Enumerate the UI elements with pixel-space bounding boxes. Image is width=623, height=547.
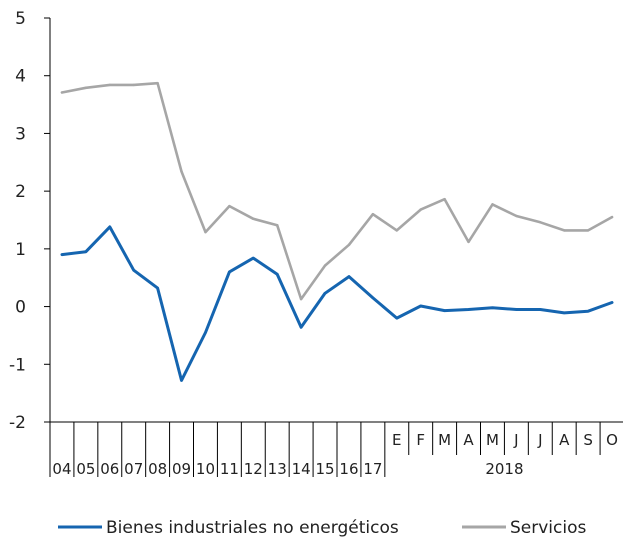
- x-tick-label: 08: [148, 460, 167, 478]
- data-point: [539, 221, 542, 224]
- data-point: [180, 170, 183, 173]
- data-point: [323, 264, 327, 267]
- data-point: [299, 297, 303, 301]
- y-tick-label: 3: [15, 124, 26, 144]
- x-tick-label: 07: [124, 460, 143, 478]
- data-point: [299, 326, 303, 329]
- data-point: [60, 91, 64, 94]
- x-tick-label: M: [438, 431, 451, 449]
- legend-label: Servicios: [510, 518, 586, 538]
- data-point: [419, 304, 422, 308]
- data-point: [347, 243, 351, 247]
- x-tick-label: 14: [292, 460, 311, 478]
- x-tick-label: 17: [363, 460, 382, 478]
- data-point: [84, 86, 88, 90]
- y-tick-label: 5: [15, 9, 26, 29]
- data-point: [323, 292, 327, 295]
- series-line-bienes: [60, 225, 614, 382]
- y-tick-label: 0: [15, 298, 26, 318]
- data-point: [395, 316, 398, 320]
- data-point: [419, 208, 422, 211]
- data-point: [156, 286, 159, 290]
- legend: Bienes industriales no energéticos Servic…: [58, 518, 586, 538]
- x-tick-label: M: [486, 431, 499, 449]
- x-tick-label: J: [513, 431, 518, 449]
- x-tick-label: E: [392, 431, 401, 449]
- y-axis: -2 -1 0 1 2 3 4 5: [9, 9, 51, 433]
- x-tick-label: A: [463, 431, 474, 449]
- data-point: [586, 309, 590, 313]
- data-point: [276, 223, 279, 227]
- data-point: [467, 308, 470, 311]
- data-point: [491, 203, 494, 206]
- x-axis: 04 05 06 07 08 09 10 11 12 13 14 15 16 17E F M A M J J A S O20…: [49, 421, 623, 478]
- data-point: [156, 82, 159, 85]
- data-point: [586, 229, 590, 232]
- x-tick-label: 13: [268, 460, 287, 478]
- data-point: [132, 269, 135, 272]
- data-point: [467, 240, 470, 244]
- data-point: [180, 379, 183, 382]
- series-layer: [60, 81, 614, 382]
- data-point: [515, 308, 518, 311]
- x-tick-label: 16: [339, 460, 358, 478]
- data-point: [371, 296, 375, 300]
- x-tick-label: 11: [220, 460, 239, 478]
- data-point: [515, 214, 518, 218]
- data-point: [491, 306, 494, 309]
- data-point: [610, 215, 614, 219]
- x-tick-label: O: [606, 431, 618, 449]
- data-point: [443, 198, 446, 201]
- x-tick-label: 09: [172, 460, 191, 478]
- y-tick-label: -1: [9, 355, 26, 375]
- data-point: [60, 253, 64, 256]
- x-tick-label: 10: [196, 460, 215, 478]
- data-point: [108, 83, 111, 87]
- data-point: [228, 270, 231, 274]
- data-point: [395, 229, 398, 232]
- y-tick-label: 2: [15, 182, 26, 202]
- data-point: [132, 83, 135, 87]
- series-line-servicios: [60, 81, 614, 301]
- legend-label: Bienes industriales no energéticos: [106, 518, 399, 538]
- y-tick-label: 4: [15, 67, 26, 87]
- data-point: [610, 301, 614, 304]
- x-tick-label: 12: [244, 460, 263, 478]
- data-point: [539, 308, 542, 311]
- x-tick-label: J: [537, 431, 542, 449]
- x-tick-label: 15: [315, 460, 334, 478]
- x-tick-label: 06: [100, 460, 119, 478]
- y-tick-label: -2: [9, 413, 26, 433]
- data-point: [563, 311, 566, 315]
- x-tick-label: 04: [52, 460, 71, 478]
- data-point: [563, 229, 566, 232]
- data-point: [228, 204, 231, 208]
- data-point: [204, 230, 207, 234]
- x-tick-label: A: [559, 431, 570, 449]
- data-point: [252, 256, 255, 260]
- data-point: [84, 250, 88, 253]
- data-point: [108, 225, 111, 229]
- data-point: [347, 275, 351, 278]
- x-tick-label: 05: [76, 460, 95, 478]
- data-point: [371, 213, 375, 216]
- data-point: [276, 273, 279, 276]
- data-point: [252, 217, 255, 221]
- data-point: [204, 331, 207, 334]
- data-point: [443, 309, 446, 312]
- x-tick-label: F: [416, 431, 425, 449]
- y-tick-label: 1: [15, 240, 26, 260]
- x-group-label: 2018: [485, 460, 523, 478]
- x-tick-label: S: [583, 431, 593, 449]
